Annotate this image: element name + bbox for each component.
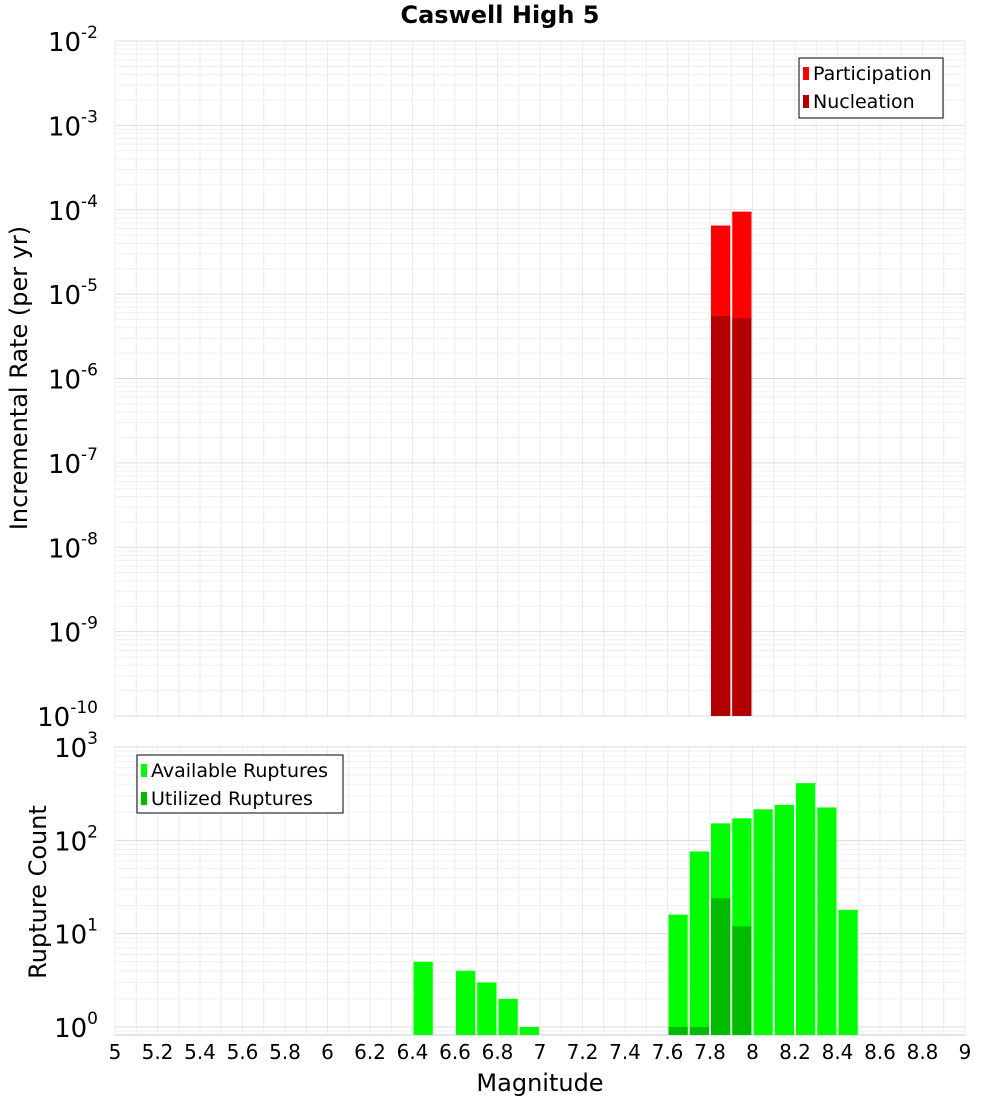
bottom-plot-panel: 103 102 101 100 5 5.2 5.4 5.6 5.8 6 6.2 6.4 6.6 6.8 7…	[24, 729, 971, 1064]
x-tick-label: 7.6	[652, 1040, 684, 1064]
bar-utilized-ruptures	[732, 926, 752, 1035]
y-tick-label: 10-7	[48, 445, 98, 480]
x-tick-label: 6.6	[439, 1040, 471, 1064]
bar-nucleation	[732, 318, 752, 716]
y-tick-label: 10-3	[48, 107, 98, 142]
y-tick-label: 103	[54, 729, 98, 764]
bar-available-ruptures	[796, 783, 816, 1035]
bar-available-ruptures	[519, 1026, 539, 1035]
bar-available-ruptures	[498, 998, 518, 1035]
bar-utilized-ruptures	[668, 1026, 688, 1035]
x-tick-label: 5.6	[227, 1040, 259, 1064]
x-tick-label: 6	[321, 1040, 334, 1064]
bar-available-ruptures	[817, 807, 837, 1035]
bottom-legend: Available Ruptures Utilized Ruptures	[136, 754, 344, 814]
x-ticks: 5 5.2 5.4 5.6 5.8 6 6.2 6.4 6.6 6.8 7 7.2 7.4 7.6 7.8 8…	[109, 1040, 972, 1064]
x-tick-label: 8	[746, 1040, 759, 1064]
x-tick-label: 9	[959, 1040, 972, 1064]
x-tick-label: 8.2	[779, 1040, 811, 1064]
y-tick-label: 10-10	[37, 698, 98, 733]
x-tick-label: 7.4	[609, 1040, 641, 1064]
y-tick-label: 102	[54, 822, 98, 857]
legend-label-available: Available Ruptures	[151, 760, 328, 782]
x-tick-label: 7.2	[567, 1040, 599, 1064]
bar-utilized-ruptures	[689, 1026, 709, 1035]
bottom-y-ticks: 103 102 101 100	[54, 729, 98, 1044]
x-tick-label: 6.4	[397, 1040, 429, 1064]
legend-label-nucleation: Nucleation	[813, 91, 915, 113]
x-tick-label: 8.4	[822, 1040, 854, 1064]
y-tick-label: 100	[54, 1009, 98, 1044]
x-tick-label: 7.8	[694, 1040, 726, 1064]
bar-available-ruptures	[477, 982, 497, 1035]
bar-available-ruptures	[774, 804, 794, 1035]
bottom-y-axis-label: Rupture Count	[24, 805, 52, 979]
top-legend-box	[798, 57, 944, 119]
top-plot-panel: 10-2 10-3 10-4 10-5 10-6 10-7 10-8 10-9 10-10 In…	[5, 23, 966, 733]
y-tick-label: 10-6	[48, 361, 98, 396]
bottom-legend-box	[136, 754, 344, 814]
bar-nucleation	[711, 316, 731, 716]
top-legend: Participation Nucleation	[798, 57, 944, 119]
legend-swatch-utilized	[141, 792, 147, 805]
top-y-axis-label: Incremental Rate (per yr)	[5, 226, 33, 530]
y-tick-label: 10-9	[48, 614, 98, 649]
chart-title: Caswell High 5	[401, 1, 600, 29]
x-tick-label: 5.8	[269, 1040, 301, 1064]
x-tick-label: 5.4	[184, 1040, 216, 1064]
x-tick-label: 6.2	[354, 1040, 386, 1064]
x-tick-label: 5	[109, 1040, 122, 1064]
bar-available-ruptures	[456, 970, 476, 1035]
y-tick-label: 10-4	[48, 192, 98, 227]
bar-available-ruptures	[689, 851, 709, 1035]
top-y-ticks: 10-2 10-3 10-4 10-5 10-6 10-7 10-8 10-9 10-10	[37, 23, 98, 733]
legend-label-participation: Participation	[813, 63, 932, 85]
legend-label-utilized: Utilized Ruptures	[151, 788, 313, 810]
x-tick-label: 8.6	[864, 1040, 896, 1064]
x-tick-label: 7	[534, 1040, 547, 1064]
top-grid	[114, 40, 966, 717]
y-tick-label: 10-8	[48, 529, 98, 564]
y-tick-label: 10-2	[48, 23, 98, 58]
x-tick-label: 6.8	[482, 1040, 514, 1064]
top-bars	[711, 211, 752, 716]
bar-available-ruptures	[413, 961, 433, 1035]
y-tick-label: 101	[54, 916, 98, 951]
bar-available-ruptures	[838, 909, 858, 1035]
x-axis-label: Magnitude	[476, 1069, 603, 1097]
legend-swatch-available	[141, 764, 147, 777]
bottom-bars	[413, 783, 858, 1035]
y-tick-label: 10-5	[48, 276, 98, 311]
legend-swatch-nucleation	[803, 95, 809, 108]
bar-available-ruptures	[668, 914, 688, 1035]
x-tick-label: 8.8	[907, 1040, 939, 1064]
bar-available-ruptures	[753, 809, 773, 1035]
legend-swatch-participation	[803, 67, 809, 80]
x-tick-label: 5.2	[142, 1040, 174, 1064]
bar-utilized-ruptures	[711, 898, 731, 1035]
